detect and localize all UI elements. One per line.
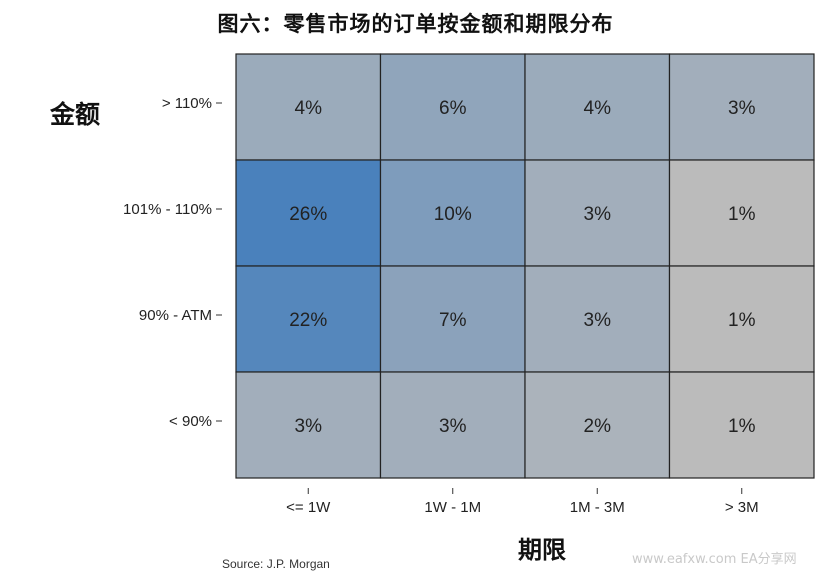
cell-value-label: 3% <box>439 416 467 437</box>
heatmap-cell <box>524 265 671 373</box>
heatmap-cell <box>235 159 382 267</box>
x-tick-label: <= 1W <box>286 499 331 516</box>
heatmap-cell <box>235 371 382 479</box>
heatmap-cell <box>379 159 526 267</box>
x-axis-title: 期限 <box>518 536 566 564</box>
cell-value-label: 7% <box>439 310 467 331</box>
heatmap-cell <box>668 371 815 479</box>
cell-value-label: 3% <box>295 416 323 437</box>
cell-value-label: 26% <box>289 204 327 225</box>
x-tick-label: 1M - 3M <box>570 499 625 516</box>
cell-value-label: 4% <box>295 98 323 119</box>
y-tick-label: < 90% <box>169 413 212 430</box>
chart-title: 图六：零售市场的订单按金额和期限分布 <box>217 12 614 36</box>
cell-value-label: 2% <box>584 416 612 437</box>
cell-value-label: 6% <box>439 98 467 119</box>
cell-value-label: 10% <box>434 204 472 225</box>
heatmap-cells <box>235 53 815 479</box>
cell-value-label: 22% <box>289 310 327 331</box>
x-axis: <= 1W 1W - 1M 1M - 3M > 3M <box>286 488 759 516</box>
cell-value-label: 4% <box>584 98 612 119</box>
y-tick-label: > 110% <box>162 95 212 112</box>
heatmap-cell <box>524 371 671 479</box>
watermark: www.eafxw.com EA分享网 <box>632 552 797 567</box>
heatmap-cell <box>379 265 526 373</box>
heatmap-cell <box>379 53 526 161</box>
cell-value-label: 3% <box>584 204 612 225</box>
heatmap-cell <box>379 371 526 479</box>
cell-value-label: 3% <box>584 310 612 331</box>
heatmap-cell <box>668 265 815 373</box>
y-axis-title: 金额 <box>50 100 101 129</box>
cell-value-label: 1% <box>728 204 756 225</box>
cell-value-label: 1% <box>728 416 756 437</box>
y-tick-label: 90% - ATM <box>139 307 212 324</box>
y-tick-label: 101% - 110% <box>123 201 212 218</box>
cell-value-label: 1% <box>728 310 756 331</box>
x-tick-label: > 3M <box>725 499 759 516</box>
y-axis: > 110% 101% - 110% 90% - ATM < 90% <box>123 95 222 430</box>
heatmap-cell <box>235 53 382 161</box>
heatmap-cell <box>524 159 671 267</box>
cell-value-label: 3% <box>728 98 756 119</box>
heatmap-cell-labels: 4% 6% 4% 3% 26% 10% 3% 1% 22% 7% 3% 1% 3% 3% 2% 1% <box>289 98 755 437</box>
heatmap-cell <box>668 53 815 161</box>
source-note: Source: J.P. Morgan <box>222 557 330 571</box>
x-tick-label: 1W - 1M <box>424 499 481 516</box>
